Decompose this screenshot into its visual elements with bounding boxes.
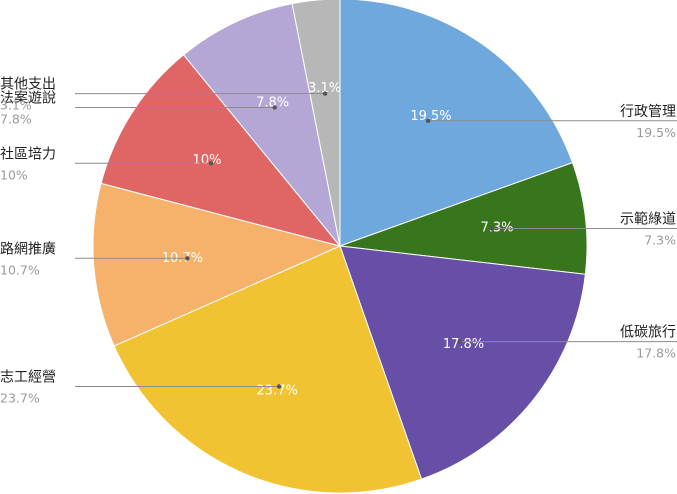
pie-slice-5 — [100, 54, 342, 247]
pie-leader-lines — [75, 91, 677, 389]
pie-legend-label-1: 示範綠道 — [620, 211, 676, 228]
pie-legend-label-2: 低碳旅行 — [620, 325, 676, 341]
pie-legend-label-6: 法案遊說 — [0, 90, 56, 107]
pie-legend-value-5: 10% — [0, 167, 28, 182]
pie-slice-6 — [182, 3, 341, 247]
pie-slice-value-label-2: 17.8% — [443, 337, 484, 352]
pie-legend-label-0: 行政管理 — [620, 104, 676, 120]
pie-legend-label-5: 社區培力 — [0, 146, 56, 162]
pie-legend-label-3: 志工經營 — [0, 370, 56, 386]
pie-leader-dot-1 — [489, 226, 495, 231]
pie-slices — [92, 0, 588, 494]
pie-leader-dot-3 — [276, 384, 282, 389]
pie-outer-labels: 行政管理 19.5% 示範綠道 7.3% 低碳旅行 17.8% 志工經營 23.7% 路網推廣 1… — [0, 77, 676, 406]
pie-slice-0 — [339, 0, 574, 247]
pie-slice-7 — [291, 0, 341, 247]
pie-legend-value-4: 10.7% — [0, 262, 40, 277]
pie-leader-dot-5 — [208, 161, 214, 166]
pie-legend-value-2: 17.8% — [636, 346, 676, 361]
pie-leader-dot-6 — [272, 105, 277, 110]
pie-slice-value-label-3: 23.7% — [257, 384, 298, 399]
pie-legend-value-0: 19.5% — [636, 125, 676, 140]
pie-legend-label-7: 其他支出 — [0, 77, 56, 93]
pie-slice-value-label-7: 3.1% — [308, 81, 341, 96]
pie-leader-dot-4 — [185, 256, 190, 261]
pie-slice-value-label-0: 19.5% — [410, 109, 451, 124]
pie-slice-1 — [339, 161, 588, 275]
pie-legend-value-6: 7.8% — [0, 112, 32, 127]
pie-slice-3 — [113, 245, 423, 494]
pie-slice-value-label-1: 7.3% — [480, 220, 513, 235]
pie-leader-dot-7 — [322, 91, 328, 96]
pie-legend-value-7: 3.1% — [0, 98, 32, 113]
pie-leader-dot-2 — [457, 339, 462, 344]
pie-legend-value-1: 7.3% — [644, 233, 676, 248]
pie-legend-value-3: 23.7% — [0, 391, 40, 406]
pie-leader-dot-0 — [425, 118, 431, 124]
pie-slice-value-label-6: 7.8% — [256, 96, 289, 111]
pie-legend-label-4: 路網推廣 — [0, 240, 56, 257]
pie-slice-4 — [92, 182, 342, 347]
pie-slice-value-label-5: 10% — [193, 153, 222, 168]
